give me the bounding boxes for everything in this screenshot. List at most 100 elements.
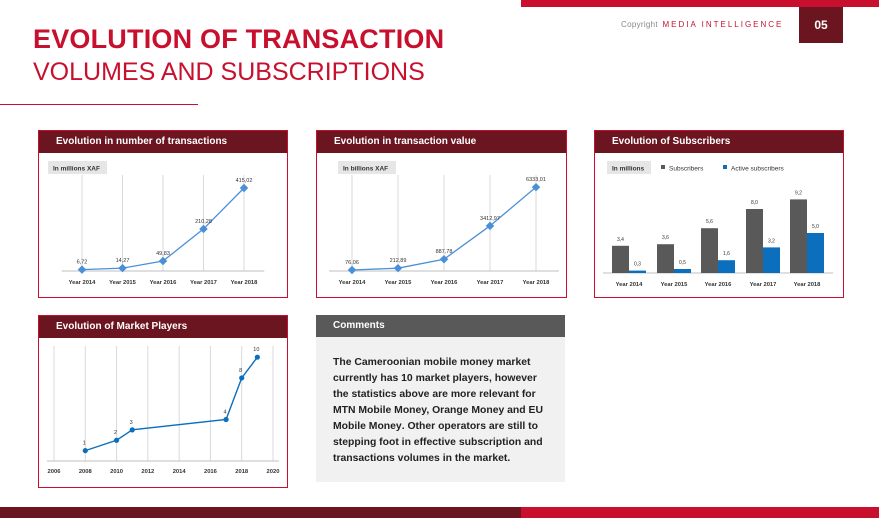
unit-label-box [607, 161, 651, 174]
x-tick-label: Year 2017 [750, 282, 777, 288]
legend-label: Active subscribers [731, 166, 784, 173]
data-label: 9,2 [795, 190, 802, 196]
x-tick-label: Year 2016 [150, 280, 178, 286]
bar [807, 233, 824, 273]
data-point [113, 437, 120, 443]
data-point [254, 354, 260, 360]
x-tick-label: Year 2015 [661, 282, 689, 288]
bar [763, 247, 780, 273]
chart-panel-subscribers: Evolution of Subscribers In millions Subs… [594, 130, 844, 298]
x-tick-label: Year 2016 [705, 282, 733, 288]
unit-label-box [338, 161, 396, 174]
bar [629, 270, 646, 273]
data-point [77, 265, 87, 274]
copyright-brand: MEDIA INTELLIGENCE [662, 20, 784, 29]
x-tick-label: 2020 [267, 469, 280, 475]
chart-title: Evolution of Market Players [39, 316, 287, 338]
comments-body: The Cameroonian mobile money market curr… [316, 337, 565, 467]
bar [718, 260, 735, 273]
x-tick-label: Year 2017 [190, 280, 217, 286]
data-label: 4 [224, 409, 227, 415]
x-tick-label: Year 2016 [431, 280, 459, 286]
page-number: 05 [799, 7, 843, 43]
comments-title: Comments [316, 315, 565, 337]
data-label: 8,0 [751, 200, 758, 206]
data-label: 0,5 [679, 260, 686, 266]
chart-transaction-value: In billions XAF 76,06 Year 2014 212,89 Year … [329, 161, 559, 286]
bottom-bar-red [521, 507, 879, 518]
data-point [82, 448, 88, 454]
unit-label: In millions XAF [53, 166, 100, 173]
data-label: 10 [253, 347, 259, 353]
chart-title: Evolution in transaction value [317, 131, 566, 153]
chart-title: Evolution in number of transactions [39, 131, 287, 153]
data-point [347, 265, 357, 275]
data-point [223, 416, 229, 423]
chart-title: Evolution of Subscribers [595, 131, 843, 153]
unit-label: In millions [612, 166, 645, 173]
title-underline [0, 104, 198, 105]
page-title-line1: EVOLUTION OF TRANSACTION [33, 24, 445, 54]
bar [701, 228, 718, 273]
chart-subscribers: In millions Subscribers Active subscribers… [603, 161, 833, 288]
data-label: 5,0 [812, 224, 819, 230]
x-tick-label: Year 2014 [339, 280, 367, 286]
x-tick-label: Year 2015 [109, 280, 137, 286]
comments-panel: Comments The Cameroonian mobile money ma… [316, 315, 565, 482]
legend-swatch [723, 165, 727, 169]
data-point [439, 255, 449, 264]
data-point [129, 427, 135, 433]
chart-panel-market-players: Evolution of Market Players 2006 2008 2010… [38, 315, 288, 488]
x-tick-label: 2018 [235, 469, 249, 475]
data-label: 49,83 [156, 251, 170, 257]
chart-panel-transaction-value: Evolution in transaction value In billio… [316, 130, 567, 298]
comments-text-1: The Cameroonian mobile money market curr… [333, 357, 537, 400]
bar [746, 209, 763, 273]
unit-label: In billions XAF [343, 166, 388, 173]
x-tick-label: 2012 [141, 469, 154, 475]
x-tick-label: 2010 [110, 469, 123, 475]
data-point [485, 221, 495, 231]
bottom-bar-dark [0, 507, 521, 518]
x-tick-label: 2006 [48, 469, 62, 475]
x-tick-label: Year 2018 [794, 282, 822, 288]
x-tick-label: Year 2018 [523, 280, 551, 286]
data-label: 415,02 [236, 178, 253, 184]
data-label: 76,06 [345, 260, 359, 266]
x-tick-label: Year 2014 [69, 280, 97, 286]
data-label: 6333,01 [526, 177, 546, 183]
data-label: 3,6 [662, 235, 669, 241]
data-point [393, 263, 403, 273]
bar [790, 199, 807, 273]
data-label: 3 [130, 420, 133, 426]
data-label: 8 [239, 368, 242, 374]
legend-label: Subscribers [669, 166, 704, 173]
x-tick-label: 2014 [173, 469, 187, 475]
chart-market-players: 2006 2008 2010 2012 2014 2016 2018 2020 1 2 3 4 8 10 [47, 346, 280, 475]
data-point [158, 256, 168, 266]
data-label: 3,2 [768, 238, 775, 244]
data-label: 6,72 [77, 260, 88, 266]
bar [674, 269, 691, 273]
data-label: 212,89 [390, 258, 407, 264]
unit-label-box [48, 161, 107, 174]
x-tick-label: 2016 [204, 469, 218, 475]
bar [612, 245, 629, 273]
data-point [199, 224, 208, 234]
data-label: 887,78 [436, 249, 453, 255]
comments-bold-operators: MTN Mobile Money, Orange Money and EU Mo… [333, 405, 543, 432]
bar [657, 244, 674, 273]
page-title-line2: VOLUMES AND SUBSCRIPTIONS [33, 58, 425, 86]
x-tick-label: Year 2015 [385, 280, 413, 286]
data-label: 1 [83, 441, 86, 447]
data-label: 0,3 [634, 262, 641, 268]
x-tick-label: Year 2018 [231, 280, 259, 286]
x-tick-label: Year 2014 [616, 282, 644, 288]
x-tick-label: Year 2017 [477, 280, 504, 286]
series-line [85, 356, 258, 452]
copyright: Copyright MEDIA INTELLIGENCE [621, 20, 783, 29]
copyright-label: Copyright [621, 20, 658, 29]
data-label: 210,28 [195, 219, 212, 225]
chart-transactions: In millions XAF 6,72 Year 2014 14,27 Year 20… [48, 161, 265, 286]
data-label: 3,4 [617, 237, 624, 243]
